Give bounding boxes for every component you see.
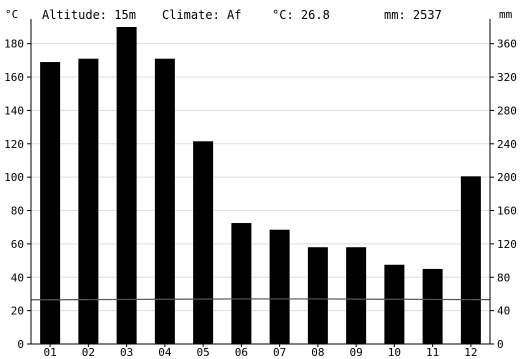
left-tick-label: 80 xyxy=(11,205,24,218)
precipitation-bar xyxy=(154,58,175,344)
x-tick-label: 01 xyxy=(44,346,57,359)
altitude-label: Altitude: 15m xyxy=(42,8,136,22)
annual-precipitation-label: mm: 2537 xyxy=(384,8,442,22)
left-axis-unit: °C xyxy=(5,8,19,21)
precipitation-bar xyxy=(460,176,481,344)
right-axis-unit: mm xyxy=(499,8,513,21)
x-tick-label: 05 xyxy=(197,346,210,359)
right-tick-label: 360 xyxy=(497,38,517,51)
right-tick-label: 320 xyxy=(497,71,517,84)
left-tick-label: 20 xyxy=(11,305,24,318)
x-tick-label: 03 xyxy=(120,346,133,359)
precipitation-bar xyxy=(346,247,367,344)
x-tick-label: 12 xyxy=(464,346,477,359)
x-tick-label: 08 xyxy=(311,346,324,359)
left-tick-label: 140 xyxy=(4,104,24,117)
precipitation-bar xyxy=(269,229,290,344)
precipitation-bar xyxy=(193,141,214,344)
x-tick-label: 04 xyxy=(158,346,172,359)
left-tick-label: 60 xyxy=(11,238,24,251)
climate-label: Climate: Af xyxy=(162,8,242,22)
left-tick-label: 40 xyxy=(11,271,24,284)
precipitation-bar xyxy=(384,264,405,344)
temperature-line xyxy=(31,298,490,301)
right-tick-label: 200 xyxy=(497,171,517,184)
precipitation-bar xyxy=(307,247,328,344)
x-tick-label: 02 xyxy=(82,346,95,359)
mean-temperature-label: °C: 26.8 xyxy=(272,8,330,22)
right-tick-label: 240 xyxy=(497,138,517,151)
precipitation-bar xyxy=(40,62,61,345)
left-tick-label: 0 xyxy=(17,338,24,351)
x-tick-label: 07 xyxy=(273,346,286,359)
left-tick-label: 100 xyxy=(4,171,24,184)
right-tick-label: 160 xyxy=(497,205,517,218)
x-tick-label: 09 xyxy=(350,346,363,359)
right-tick-label: 280 xyxy=(497,104,517,117)
right-tick-label: 0 xyxy=(497,338,504,351)
left-tick-label: 160 xyxy=(4,71,24,84)
x-tick-label: 11 xyxy=(426,346,439,359)
right-tick-label: 40 xyxy=(497,305,510,318)
precipitation-bar xyxy=(78,58,99,344)
precipitation-bar xyxy=(231,223,252,344)
precipitation-bar xyxy=(422,268,443,344)
x-tick-label: 10 xyxy=(388,346,401,359)
right-tick-label: 120 xyxy=(497,238,517,251)
left-tick-label: 180 xyxy=(4,38,24,51)
left-tick-label: 120 xyxy=(4,138,24,151)
x-tick-label: 06 xyxy=(235,346,248,359)
right-tick-label: 80 xyxy=(497,271,510,284)
precipitation-bar xyxy=(116,27,137,344)
